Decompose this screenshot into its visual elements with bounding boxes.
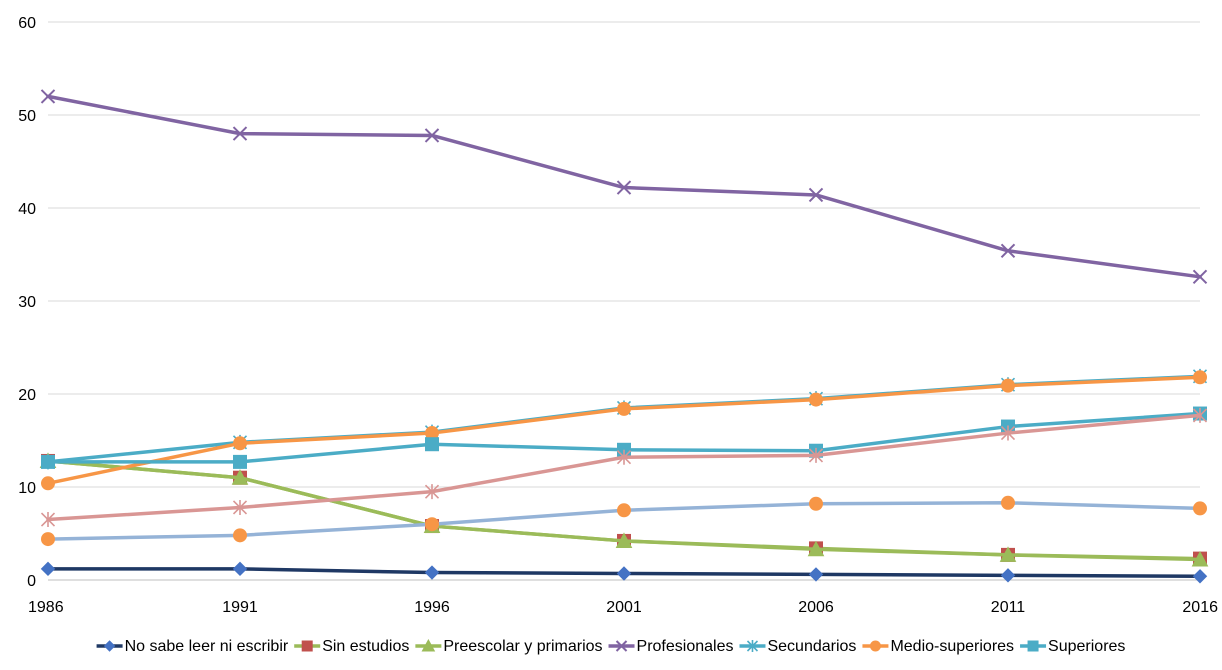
data-point: [425, 517, 439, 532]
series-group-3: [40, 89, 1208, 285]
x-tick-label: 2001: [606, 599, 642, 616]
data-point: [617, 401, 631, 416]
gridlines: [48, 21, 1200, 488]
legend-label: Sin estudios: [322, 638, 409, 655]
y-tick-label: 30: [18, 294, 36, 311]
series-group-7: [40, 407, 1208, 528]
data-point: [1192, 407, 1208, 423]
data-point: [233, 528, 247, 543]
y-tick-label: 10: [18, 480, 36, 497]
data-point: [1001, 495, 1015, 510]
data-point: [1191, 550, 1209, 567]
data-point: [1001, 378, 1015, 393]
legend-label: Secundarios: [767, 638, 856, 655]
data-point: [424, 484, 440, 500]
data-point: [809, 392, 823, 407]
legend-label: Superiores: [1048, 638, 1125, 655]
y-tick-label: 50: [18, 108, 36, 125]
legend-item: Sin estudios: [294, 638, 409, 655]
data-point: [1193, 370, 1207, 385]
legend-item: No sabe leer ni escribir: [96, 638, 289, 655]
data-point: [232, 499, 248, 515]
x-tick-label: 1986: [28, 599, 64, 616]
data-point: [40, 89, 56, 104]
legend-item: Profesionales: [608, 638, 734, 655]
x-tick-label: 2016: [1182, 599, 1218, 616]
x-tick-label: 2011: [991, 599, 1026, 616]
series-group-5: [41, 370, 1207, 491]
legend-marker: [301, 640, 313, 652]
data-point: [616, 180, 632, 195]
legend-item: Medio-superiores: [862, 638, 1014, 655]
data-point: [615, 532, 633, 548]
data-point: [41, 454, 55, 469]
data-point: [807, 540, 825, 557]
data-point: [1192, 269, 1208, 285]
data-point: [617, 503, 631, 518]
series-group: [39, 89, 1209, 584]
data-point: [616, 449, 632, 465]
data-point: [232, 561, 248, 577]
legend-marker: [421, 638, 436, 652]
data-point: [232, 126, 248, 141]
data-point: [616, 566, 632, 581]
data-point: [41, 476, 55, 491]
data-point: [1000, 425, 1016, 441]
legend-label: Medio-superiores: [890, 638, 1014, 655]
x-tick-label: 1991: [222, 599, 258, 616]
axes: 0 10 20 30 40 50 60 1986 1991 1996 2001 2006 2011 201…: [18, 15, 1218, 616]
legend-marker: [615, 640, 628, 652]
data-point: [233, 436, 247, 451]
y-tick-label: 60: [18, 15, 36, 32]
legend-marker: [746, 640, 759, 652]
data-point: [1000, 568, 1016, 583]
legend-marker: [869, 640, 881, 652]
legend-item: Secundarios: [739, 638, 856, 655]
y-tick-label: 20: [18, 387, 36, 404]
data-point: [1192, 569, 1208, 584]
data-point: [40, 561, 56, 577]
data-point: [999, 546, 1017, 562]
data-point: [809, 496, 823, 511]
y-tick-label: 0: [27, 573, 36, 590]
legend-item: Preescolar y primarios: [415, 638, 603, 655]
data-point: [424, 565, 440, 580]
data-point: [41, 532, 55, 547]
x-tick-label: 2006: [798, 599, 834, 616]
data-point: [808, 187, 824, 203]
legend-label: No sabe leer ni escribir: [125, 638, 289, 655]
data-point: [808, 447, 824, 463]
legend: No sabe leer ni escribir Sin estudios Pree…: [96, 638, 1125, 655]
data-point: [808, 567, 824, 582]
x-tick-label: 1996: [414, 599, 450, 616]
legend-marker: [103, 640, 116, 652]
data-point: [425, 437, 439, 452]
data-point: [1193, 501, 1207, 516]
data-point: [424, 128, 440, 143]
legend-label: Profesionales: [637, 638, 734, 655]
series-group-0: [40, 561, 1208, 584]
series-group-8: [41, 495, 1207, 547]
data-point: [233, 454, 247, 469]
data-point: [1000, 243, 1016, 258]
legend-label: Preescolar y primarios: [443, 638, 602, 655]
data-point: [40, 512, 56, 528]
data-point: [231, 469, 249, 485]
legend-marker: [1027, 640, 1039, 652]
legend-item: Superiores: [1020, 638, 1125, 655]
y-tick-label: 40: [18, 201, 36, 218]
